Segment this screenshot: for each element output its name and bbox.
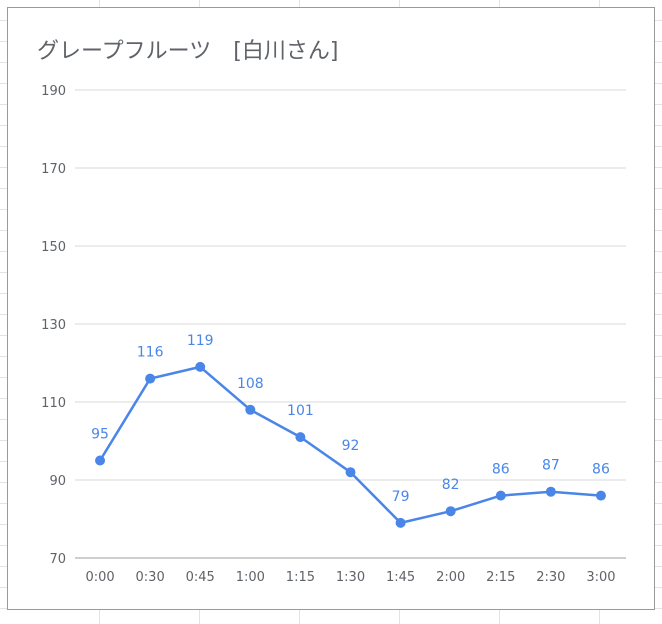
y-tick-label: 90	[49, 474, 66, 489]
x-tick-label: 2:00	[436, 570, 465, 585]
x-tick-label: 1:00	[236, 570, 265, 585]
data-label: 92	[342, 438, 360, 454]
y-tick-label: 110	[41, 396, 66, 411]
data-point	[495, 490, 506, 501]
y-axis-labels: 70 90 110 130 150 170 190	[41, 84, 66, 567]
data-point	[145, 373, 156, 384]
data-label: 86	[592, 462, 610, 478]
x-tick-label: 0:30	[136, 570, 165, 585]
y-tick-label: 170	[41, 162, 66, 177]
x-axis-labels: 0:00 0:30 0:45 1:00 1:15 1:30 1:45 2:00 2:15 2:30…	[85, 570, 615, 585]
data-point	[545, 486, 556, 497]
data-point	[245, 404, 256, 415]
x-tick-label: 0:00	[85, 570, 114, 585]
y-tick-label: 70	[49, 552, 66, 567]
data-point	[95, 455, 106, 466]
x-tick-label: 2:30	[536, 570, 565, 585]
data-point	[395, 517, 406, 528]
x-tick-label: 1:45	[386, 570, 415, 585]
data-label: 87	[542, 458, 560, 474]
x-tick-label: 0:45	[186, 570, 215, 585]
x-tick-label: 1:30	[336, 570, 365, 585]
data-label: 79	[392, 489, 410, 505]
data-point	[595, 490, 606, 501]
data-label: 116	[137, 345, 164, 361]
x-tick-label: 1:15	[286, 570, 315, 585]
data-point	[195, 361, 206, 372]
y-tick-label: 150	[41, 240, 66, 255]
chart-title: グレープフルーツ [白川さん]	[37, 39, 339, 64]
x-tick-label: 3:00	[586, 570, 615, 585]
data-label: 82	[442, 477, 460, 493]
data-point	[295, 432, 306, 443]
data-label: 95	[91, 427, 109, 443]
data-label: 108	[237, 376, 264, 392]
line-chart: 70 90 110 130 150 170 190 0:00 0:30 0:45 1:00 1:15…	[41, 84, 626, 585]
data-label: 101	[287, 403, 314, 419]
y-tick-label: 130	[41, 318, 66, 333]
data-label: 86	[492, 462, 510, 478]
x-tick-label: 2:15	[486, 570, 515, 585]
chart-card: グレープフルーツ [白川さん] 70 90 110 130 150 170 190 0:00…	[7, 7, 655, 610]
gridlines	[75, 89, 626, 559]
data-label: 119	[187, 333, 214, 349]
data-point	[445, 506, 456, 517]
series-layer	[95, 361, 606, 528]
y-tick-label: 190	[41, 84, 66, 99]
data-labels: 95 116 119 108 101 92 79 82 86 87 86	[91, 333, 610, 505]
data-point	[345, 467, 356, 478]
